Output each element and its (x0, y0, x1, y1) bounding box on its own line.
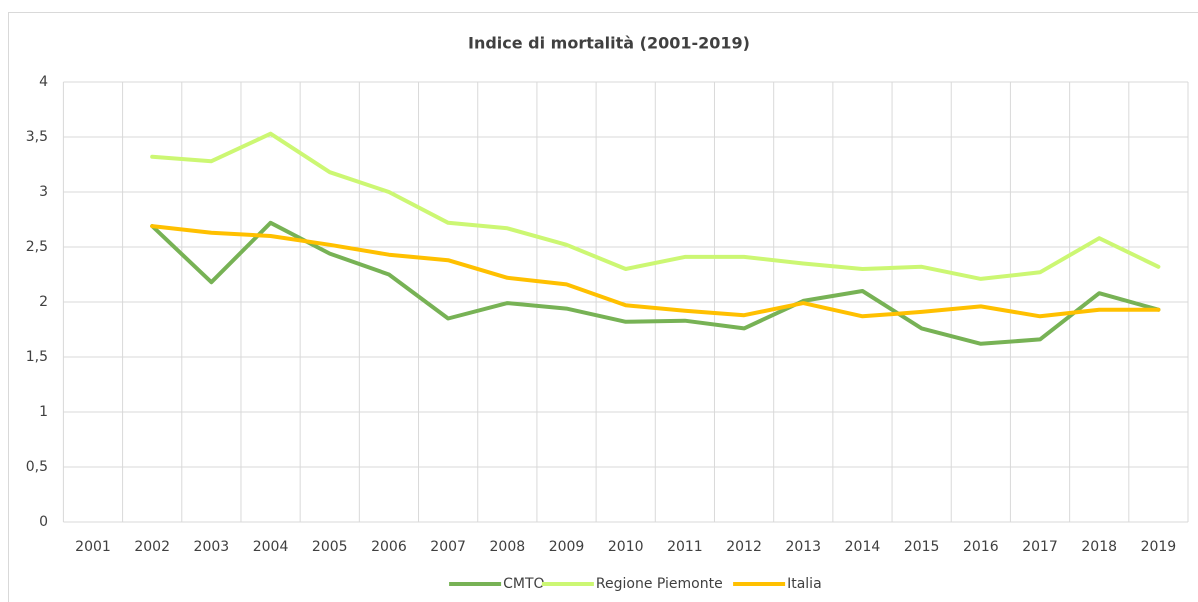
x-tick-label: 2011 (667, 539, 703, 555)
y-tick-label: 2 (39, 294, 48, 310)
legend-label: CMTO (503, 576, 544, 592)
x-tick-label: 2001 (75, 539, 111, 555)
series-line (150, 131, 1161, 281)
x-tick-label: 2005 (312, 539, 348, 555)
chart-frame (8, 12, 1198, 602)
x-tick-label: 2014 (845, 539, 881, 555)
y-tick-label: 1,5 (26, 349, 48, 365)
legend-label: Italia (787, 576, 822, 592)
series-line (150, 224, 1161, 319)
y-tick-label: 0,5 (26, 459, 48, 475)
x-tick-label: 2009 (549, 539, 585, 555)
x-tick-label: 2018 (1081, 539, 1117, 555)
x-tick-label: 2013 (785, 539, 821, 555)
x-tick-label: 2012 (726, 539, 762, 555)
legend-label: Regione Piemonte (596, 576, 723, 592)
x-tick-label: 2004 (253, 539, 289, 555)
series-line (150, 220, 1161, 346)
x-tick-label: 2016 (963, 539, 999, 555)
x-tick-label: 2006 (371, 539, 407, 555)
x-tick-label: 2003 (194, 539, 230, 555)
y-tick-label: 3 (39, 184, 48, 200)
x-tick-label: 2015 (904, 539, 940, 555)
x-tick-label: 2010 (608, 539, 644, 555)
chart-title: Indice di mortalità (2001-2019) (468, 34, 750, 53)
y-tick-label: 0 (39, 514, 48, 530)
x-tick-label: 2019 (1141, 539, 1177, 555)
x-tick-label: 2017 (1022, 539, 1058, 555)
x-tick-label: 2002 (134, 539, 170, 555)
y-tick-label: 1 (39, 404, 48, 420)
y-tick-label: 4 (39, 74, 48, 90)
y-tick-label: 3,5 (26, 129, 48, 145)
y-tick-label: 2,5 (26, 239, 48, 255)
x-tick-label: 2008 (490, 539, 526, 555)
x-tick-label: 2007 (430, 539, 466, 555)
